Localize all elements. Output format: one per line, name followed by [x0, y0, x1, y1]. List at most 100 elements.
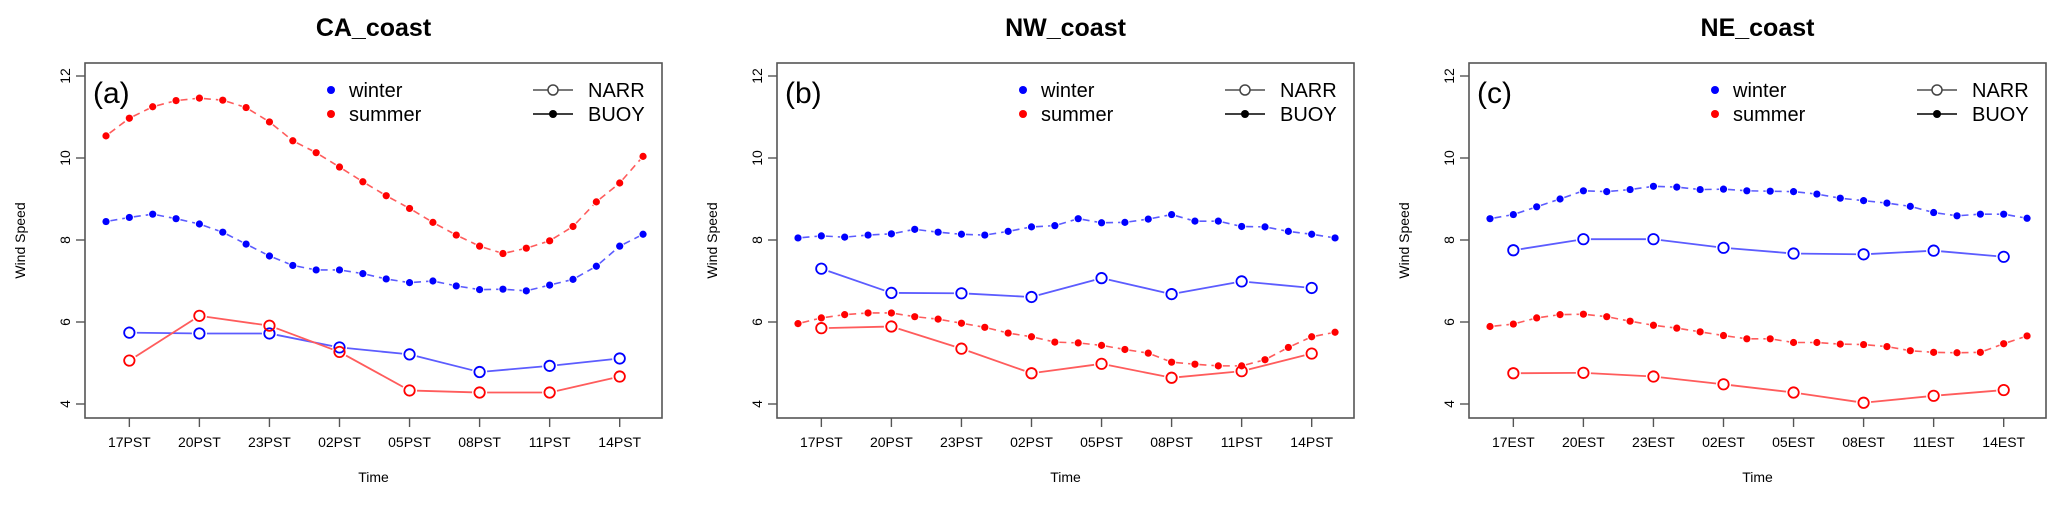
- series-segment: [1611, 190, 1625, 191]
- series-segment: [1705, 333, 1719, 335]
- data-point: [841, 234, 848, 241]
- data-point: [1307, 283, 1317, 293]
- x-tick-label: 05PST: [388, 434, 431, 450]
- series-segment: [802, 236, 816, 237]
- series-segment: [1494, 215, 1508, 218]
- series-segment: [1938, 213, 1952, 215]
- data-point: [1166, 289, 1176, 299]
- x-tick-label: 11PST: [529, 434, 571, 450]
- series-segment: [136, 320, 193, 357]
- y-tick-label: 4: [1441, 400, 1457, 408]
- data-point: [474, 367, 484, 377]
- series-segment: [600, 249, 617, 263]
- data-point: [289, 262, 296, 269]
- series-segment: [133, 109, 148, 117]
- data-point: [1096, 359, 1106, 369]
- data-point: [1953, 349, 1960, 356]
- x-axis-label: Time: [358, 469, 389, 485]
- series-segment: [989, 328, 1004, 332]
- series-segment: [1292, 339, 1307, 346]
- series-segment: [1199, 365, 1213, 366]
- series-segment: [1176, 363, 1190, 364]
- series-segment: [1798, 192, 1812, 194]
- data-point: [383, 275, 390, 282]
- series-segment: [227, 102, 242, 107]
- data-point: [194, 328, 204, 338]
- legend-marker-narr: [548, 85, 558, 95]
- series-segment: [829, 327, 884, 328]
- data-point: [615, 353, 625, 363]
- y-tick-label: 6: [57, 318, 73, 326]
- series-segment: [969, 294, 1024, 297]
- data-point: [476, 243, 483, 250]
- data-point: [1075, 339, 1082, 346]
- series-segment: [417, 391, 472, 393]
- data-point: [958, 231, 965, 238]
- y-tick-label: 8: [749, 236, 765, 244]
- series-segment: [624, 236, 639, 244]
- series-segment: [1941, 251, 1996, 256]
- legend-marker-narr: [1932, 85, 1942, 95]
- series-segment: [1541, 200, 1556, 205]
- series-segment: [1179, 372, 1234, 377]
- series-segment: [1316, 333, 1331, 336]
- series-narr-summer: [816, 321, 1317, 383]
- series-segment: [1775, 340, 1789, 342]
- series-segment: [557, 359, 612, 365]
- data-point: [1813, 339, 1820, 346]
- legend-marker-buoy: [1241, 110, 1249, 118]
- series-segment: [1521, 240, 1576, 249]
- data-point: [1860, 197, 1867, 204]
- legend-dot-summer: [1711, 110, 1719, 118]
- data-point: [264, 320, 274, 330]
- series-segment: [344, 271, 358, 273]
- data-point: [406, 279, 413, 286]
- data-point: [1999, 385, 2009, 395]
- series-segment: [320, 155, 336, 165]
- series-segment: [966, 234, 980, 235]
- data-point: [1005, 228, 1012, 235]
- series-segment: [849, 235, 863, 236]
- series-segment: [367, 184, 383, 193]
- y-tick-label: 6: [749, 318, 765, 326]
- series-segment: [828, 271, 884, 290]
- series-segment: [557, 378, 612, 391]
- series-segment: [1915, 351, 1929, 352]
- series-segment: [1059, 220, 1074, 224]
- data-point: [1930, 209, 1937, 216]
- data-point: [1026, 368, 1036, 378]
- data-point: [1191, 218, 1198, 225]
- data-point: [196, 220, 203, 227]
- series-segment: [1611, 318, 1626, 321]
- data-point: [383, 192, 390, 199]
- series-segment: [1269, 228, 1284, 231]
- data-point: [544, 361, 554, 371]
- series-segment: [157, 215, 172, 218]
- series-segment: [367, 275, 382, 278]
- legend-dot-summer: [1019, 110, 1027, 118]
- legend-dot-winter: [1711, 86, 1719, 94]
- series-segment: [1316, 235, 1330, 237]
- series-segment: [1494, 325, 1508, 327]
- series-segment: [1871, 397, 1926, 402]
- data-point: [1308, 333, 1315, 340]
- series-segment: [899, 329, 955, 347]
- data-point: [911, 313, 918, 320]
- data-point: [911, 226, 918, 233]
- data-point: [1928, 245, 1938, 255]
- series-segment: [554, 280, 569, 284]
- series-segment: [2008, 215, 2022, 218]
- series-segment: [1985, 345, 2000, 350]
- y-tick-label: 4: [749, 400, 765, 408]
- data-point: [1580, 311, 1587, 318]
- data-point: [1603, 188, 1610, 195]
- series-segment: [1036, 338, 1051, 341]
- series-segment: [437, 282, 452, 285]
- data-point: [981, 231, 988, 238]
- data-point: [172, 215, 179, 222]
- panel-tag: (c): [1477, 77, 1512, 110]
- x-axis-label: Time: [1050, 469, 1081, 485]
- data-point: [818, 232, 825, 239]
